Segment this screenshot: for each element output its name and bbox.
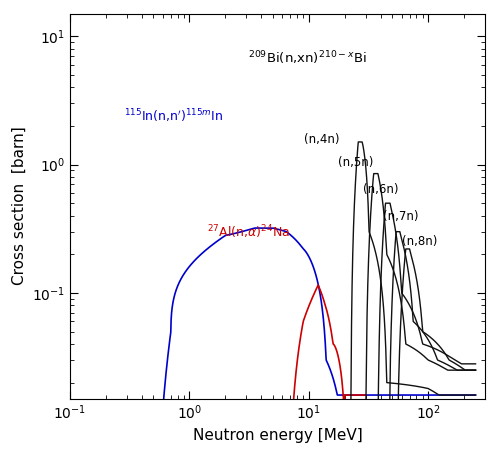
Text: (n,6n): (n,6n): [362, 183, 398, 196]
Y-axis label: Cross section  [barn]: Cross section [barn]: [12, 127, 26, 285]
Text: $^{115}$In(n,n$'$)$^{115m}$In: $^{115}$In(n,n$'$)$^{115m}$In: [124, 107, 223, 125]
Text: (n,4n): (n,4n): [304, 133, 340, 145]
X-axis label: Neutron energy [MeV]: Neutron energy [MeV]: [192, 428, 362, 443]
Text: (n,5n): (n,5n): [338, 156, 373, 169]
Text: $^{27}$Al(n,$\alpha$)$^{24}$Na: $^{27}$Al(n,$\alpha$)$^{24}$Na: [207, 223, 290, 241]
Text: (n,8n): (n,8n): [402, 235, 438, 248]
Text: (n,7n): (n,7n): [384, 210, 419, 222]
Text: $^{209}$Bi(n,xn)$^{210-x}$Bi: $^{209}$Bi(n,xn)$^{210-x}$Bi: [248, 50, 367, 67]
